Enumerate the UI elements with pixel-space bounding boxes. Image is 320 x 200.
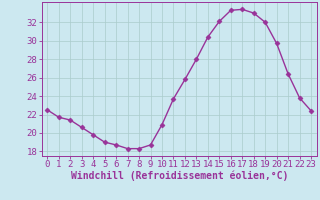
X-axis label: Windchill (Refroidissement éolien,°C): Windchill (Refroidissement éolien,°C) — [70, 171, 288, 181]
